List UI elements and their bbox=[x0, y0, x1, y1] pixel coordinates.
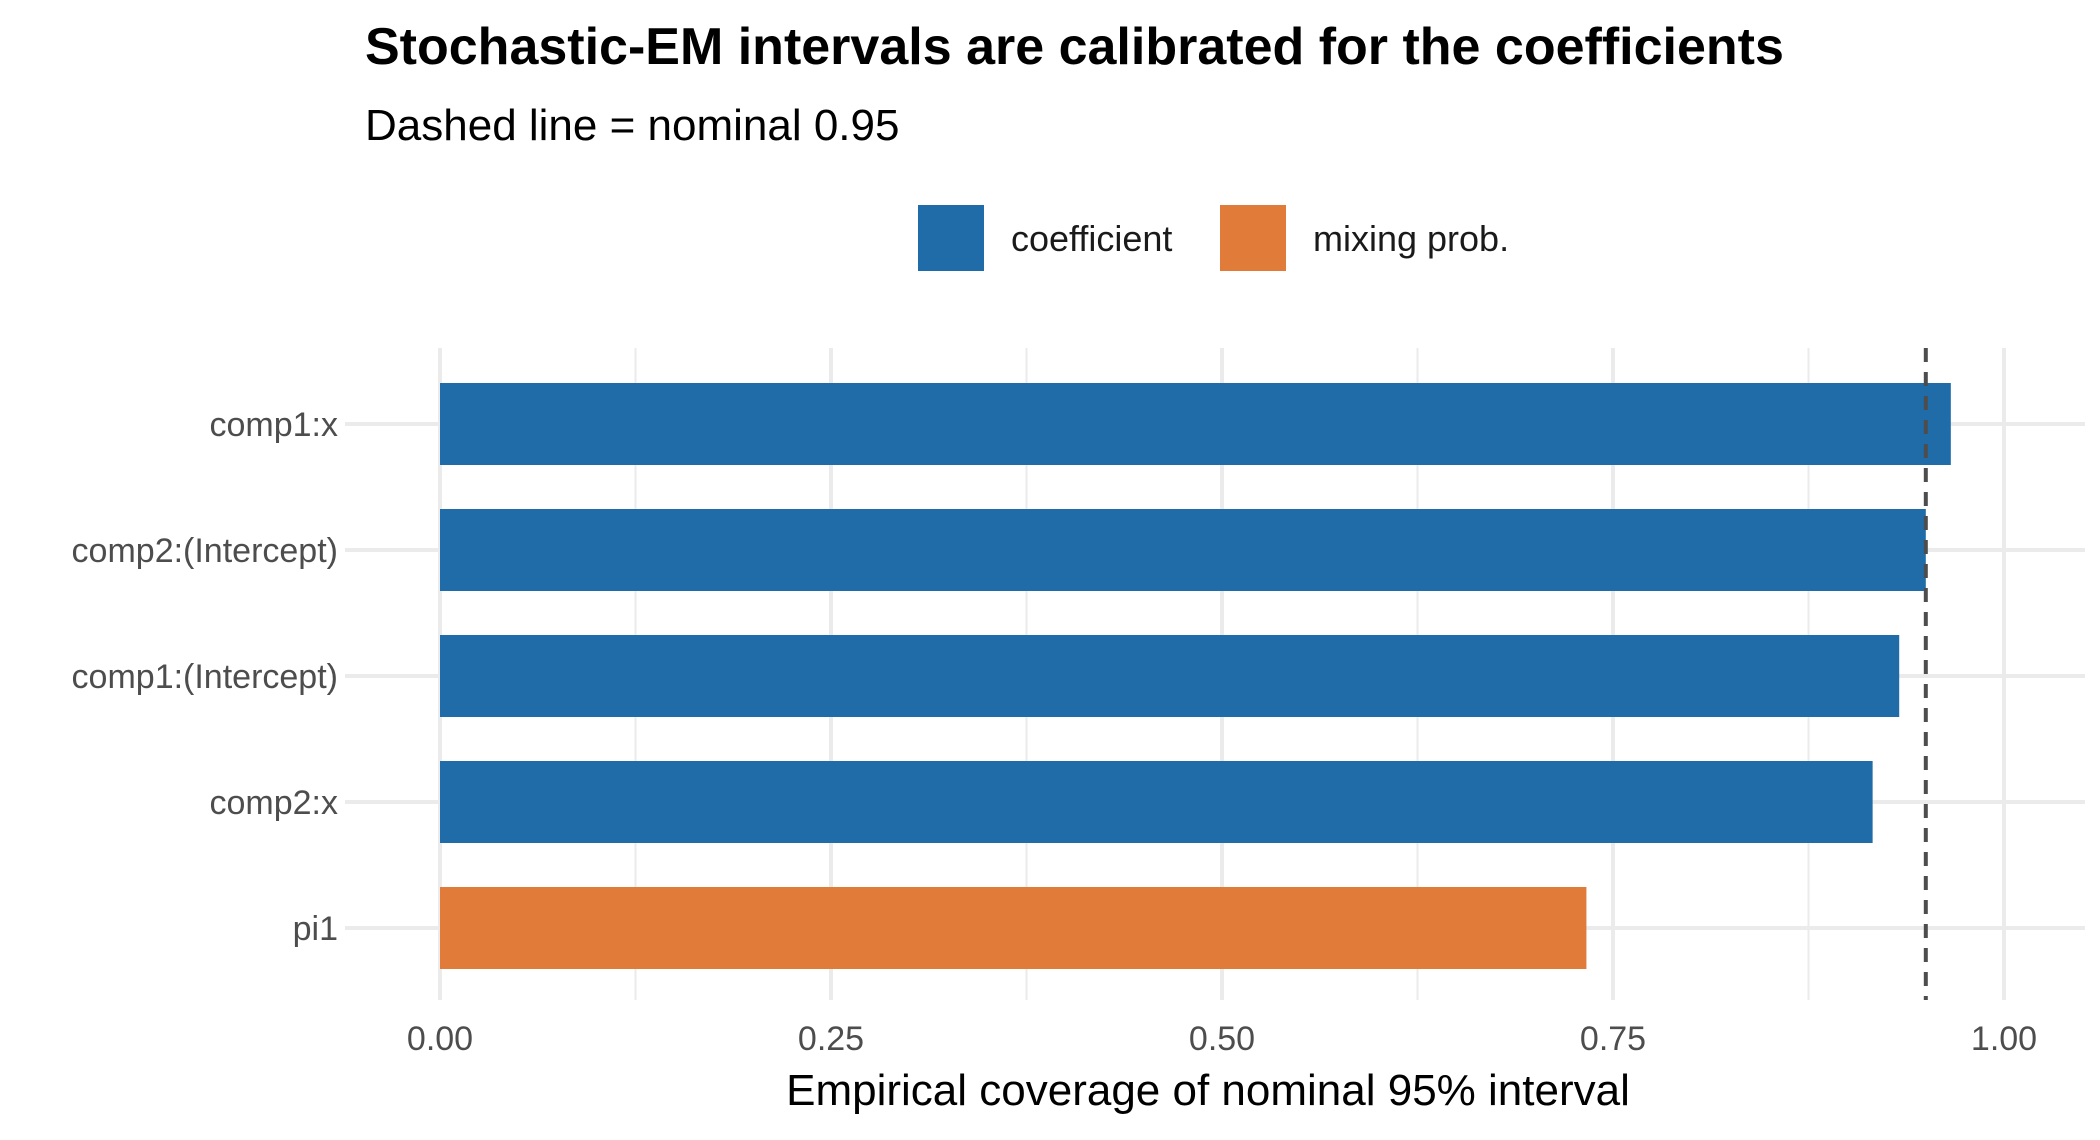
bar bbox=[440, 887, 1587, 969]
x-tick-label: 0.50 bbox=[1189, 1020, 1255, 1058]
x-axis-labels: 0.00 0.25 0.50 0.75 1.00 bbox=[407, 1020, 2037, 1058]
bar bbox=[440, 635, 1900, 717]
bars bbox=[440, 383, 1951, 969]
y-axis-labels: comp1:x comp2:(Intercept) comp1:(Intercept… bbox=[72, 406, 338, 948]
x-tick-label: 0.00 bbox=[407, 1020, 473, 1058]
x-tick-label: 0.75 bbox=[1580, 1020, 1646, 1058]
y-tick-label: comp2:(Intercept) bbox=[72, 532, 338, 570]
legend-label-mixing-prob: mixing prob. bbox=[1313, 218, 1509, 259]
chart-title: Stochastic-EM intervals are calibrated f… bbox=[365, 18, 1784, 76]
y-tick-label: comp1:x bbox=[210, 406, 339, 444]
bar bbox=[440, 383, 1951, 465]
bar bbox=[440, 509, 1926, 591]
legend-swatch-mixing-prob bbox=[1220, 205, 1286, 271]
y-tick-label: comp1:(Intercept) bbox=[72, 658, 338, 696]
chart-subtitle: Dashed line = nominal 0.95 bbox=[365, 101, 899, 150]
legend: coefficient mixing prob. bbox=[918, 205, 1509, 271]
y-tick-label: pi1 bbox=[293, 910, 338, 948]
bar bbox=[440, 761, 1873, 843]
y-tick-label: comp2:x bbox=[210, 784, 339, 822]
x-axis-title: Empirical coverage of nominal 95% interv… bbox=[786, 1066, 1630, 1115]
x-tick-label: 0.25 bbox=[798, 1020, 864, 1058]
legend-label-coefficient: coefficient bbox=[1011, 218, 1172, 259]
x-tick-label: 1.00 bbox=[1971, 1020, 2037, 1058]
legend-swatch-coefficient bbox=[918, 205, 984, 271]
